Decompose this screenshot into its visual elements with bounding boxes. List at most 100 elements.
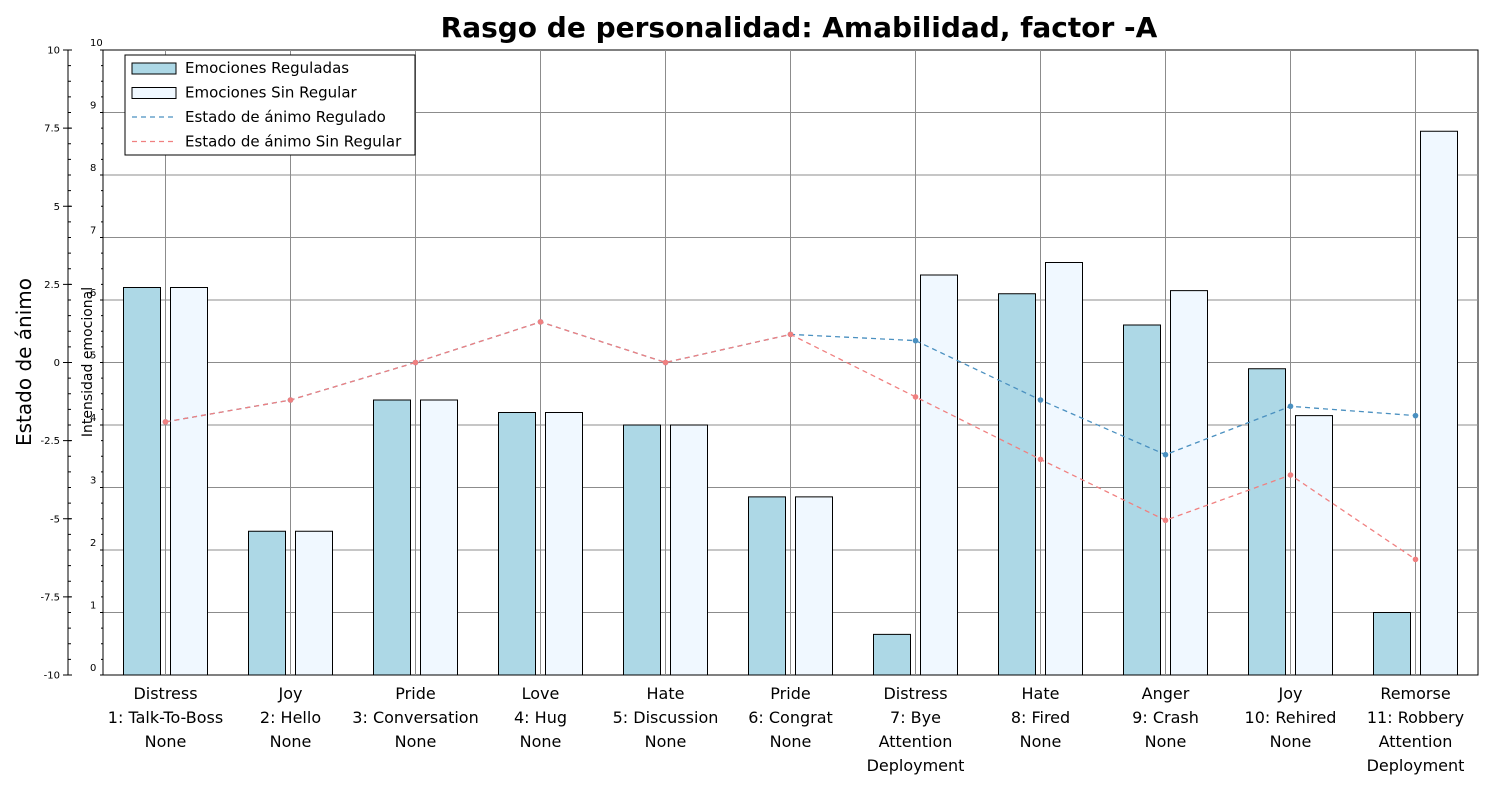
point-mood-regulated <box>1287 403 1294 410</box>
left-axis-tick-label: 0 <box>54 358 60 369</box>
intensity-axis-tick-label: 6 <box>90 288 96 299</box>
category-label-line: 9: Crash <box>1132 708 1199 727</box>
left-axis-tick-label: -7.5 <box>40 592 60 603</box>
legend-label: Estado de ánimo Sin Regular <box>185 133 402 151</box>
category-label-line: Deployment <box>867 756 965 775</box>
category-label-line: None <box>1020 732 1062 751</box>
bar-regulated <box>1123 324 1161 676</box>
category-label-line: Attention <box>879 732 953 751</box>
legend-label: Estado de ánimo Regulado <box>185 108 386 126</box>
point-mood-unregulated <box>1287 472 1294 478</box>
category-label-line: Pride <box>395 684 435 703</box>
category-label-line: 3: Conversation <box>352 708 478 727</box>
category-label: Hate 8: Fired None <box>1011 684 1070 751</box>
intensity-axis-tick-label: 9 <box>90 101 96 112</box>
bar-unregulated <box>1170 290 1208 676</box>
category-label: Distress 7: Bye Attention Deployment <box>867 684 965 775</box>
category-label-line: 4: Hug <box>514 708 567 727</box>
category-label-line: Hate <box>647 684 685 703</box>
left-axis-tick-label: 2.5 <box>44 280 60 291</box>
category-label: Distress 1: Talk-To-Boss None <box>108 684 223 751</box>
intensity-axis-tick-label: 3 <box>90 476 96 487</box>
category-label-line: None <box>1270 732 1312 751</box>
category-label: Love 4: Hug None <box>514 684 567 751</box>
bar-regulated <box>1373 612 1411 676</box>
category-label-line: Anger <box>1142 684 1190 703</box>
intensity-axis-tick-label: 8 <box>90 163 96 174</box>
category-label-line: Joy <box>1278 684 1303 703</box>
category-label-line: Pride <box>770 684 810 703</box>
category-label-line: None <box>145 732 187 751</box>
category-label-line: None <box>645 732 687 751</box>
bar-unregulated <box>920 274 958 676</box>
chart-title: Rasgo de personalidad: Amabilidad, facto… <box>441 11 1158 44</box>
category-label: Pride 3: Conversation None <box>352 684 478 751</box>
category-label-line: Joy <box>278 684 303 703</box>
mood-lines <box>162 319 1419 563</box>
bar-regulated <box>748 496 786 676</box>
bar-regulated <box>873 633 911 676</box>
intensity-axis-tick-label: 0 <box>90 663 96 674</box>
category-label: Joy 2: Hello None <box>260 684 321 751</box>
category-label: Remorse 11: Robbery Attention Deployment <box>1367 684 1465 775</box>
category-label-line: 8: Fired <box>1011 708 1070 727</box>
left-axis-tick-label: -5 <box>50 514 60 525</box>
point-mood-unregulated <box>1037 456 1044 463</box>
category-label-line: None <box>770 732 812 751</box>
point-mood-unregulated <box>537 319 544 325</box>
category-label-line: Distress <box>883 684 947 703</box>
intensity-axis-tick-label: 7 <box>90 226 96 237</box>
category-label-line: 7: Bye <box>890 708 941 727</box>
category-label: Hate 5: Discussion None <box>613 684 719 751</box>
category-label-line: None <box>395 732 437 751</box>
category-label-line: 6: Congrat <box>748 708 833 727</box>
left-axis-tick-label: 10 <box>47 46 60 57</box>
category-label-line: None <box>520 732 562 751</box>
category-label-line: None <box>270 732 312 751</box>
category-label-line: 10: Rehired <box>1245 708 1337 727</box>
bar-unregulated <box>545 412 583 676</box>
left-axis-tick-label: 7.5 <box>44 124 60 135</box>
bar-unregulated <box>1420 130 1458 676</box>
bar-regulated <box>373 399 411 676</box>
category-label-line: 5: Discussion <box>613 708 719 727</box>
category-label-line: 11: Robbery <box>1367 708 1464 727</box>
bar-regulated <box>123 287 161 676</box>
bar-unregulated <box>670 424 708 676</box>
bar-regulated <box>623 424 661 676</box>
legend-label: Emociones Sin Regular <box>185 84 358 102</box>
axes: 107.552.50-2.5-5-7.5-10109876543210Estad… <box>12 38 1464 775</box>
category-label-line: Hate <box>1022 684 1060 703</box>
point-mood-unregulated <box>787 331 794 338</box>
category-label-line: Distress <box>133 684 197 703</box>
bar-regulated <box>1248 368 1286 676</box>
point-mood-unregulated <box>162 419 169 425</box>
intensity-axis-label: Intensidad emocional <box>80 287 96 437</box>
category-label: Anger 9: Crash None <box>1132 684 1199 751</box>
point-mood-unregulated <box>1162 517 1169 524</box>
intensity-axis-tick-label: 1 <box>90 601 96 612</box>
point-mood-unregulated <box>912 394 919 400</box>
point-mood-unregulated <box>662 359 669 366</box>
bar-unregulated <box>170 287 208 676</box>
legend-swatch <box>131 87 177 99</box>
bars <box>123 130 1458 676</box>
intensity-axis-tick-label: 4 <box>90 413 96 424</box>
bar-unregulated <box>1045 262 1083 676</box>
intensity-axis-tick-label: 10 <box>90 38 103 49</box>
bar-regulated <box>248 530 286 676</box>
category-label-line: Remorse <box>1380 684 1450 703</box>
point-mood-regulated <box>1412 412 1419 419</box>
point-mood-regulated <box>1162 451 1169 458</box>
left-axis-label: Estado de ánimo <box>12 278 36 446</box>
category-label: Joy 10: Rehired None <box>1245 684 1337 751</box>
legend: Emociones Reguladas Emociones Sin Regular… <box>124 54 416 156</box>
point-mood-unregulated <box>287 397 294 403</box>
bar-unregulated <box>1295 415 1333 676</box>
bar-regulated <box>998 293 1036 676</box>
left-axis-tick-label: 5 <box>54 202 60 213</box>
point-mood-regulated <box>1037 397 1044 403</box>
category-label-line: None <box>1145 732 1187 751</box>
